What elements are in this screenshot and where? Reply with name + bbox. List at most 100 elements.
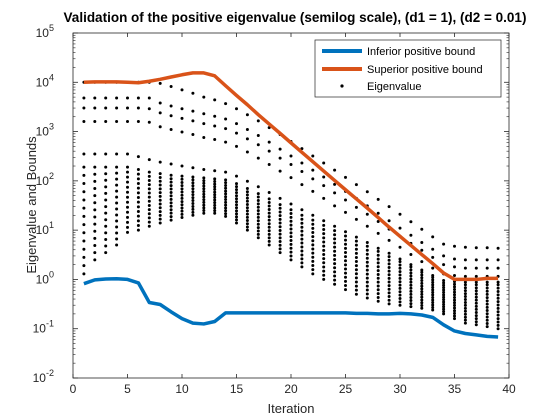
eigenvalue-point [322,261,326,265]
eigenvalue-point [431,298,435,302]
eigenvalue-point [278,210,282,214]
eigenvalue-point [322,219,326,223]
eigenvalue-point [300,229,304,233]
eigenvalue-point [256,212,260,216]
eigenvalue-point [485,296,489,300]
legend-swatch-eigenvalue [340,84,344,88]
y-tick-label: 103 [36,122,54,139]
eigenvalue-point [311,168,315,172]
eigenvalue-point [289,227,293,231]
eigenvalue-point [496,280,500,284]
eigenvalue-point [169,177,173,181]
eigenvalue-point [82,239,86,243]
eigenvalue-point [93,120,97,124]
eigenvalue-point [365,248,369,252]
eigenvalue-point [453,295,456,299]
eigenvalue-point [267,232,271,236]
eigenvalue-point [169,173,173,177]
eigenvalue-point [256,219,260,223]
eigenvalue-point [344,246,347,250]
eigenvalue-point [224,183,228,187]
eigenvalue-point [115,165,119,169]
eigenvalue-point [311,235,315,239]
eigenvalue-point [485,315,489,319]
eigenvalue-point [256,226,260,230]
eigenvalue-point [311,251,315,255]
eigenvalue-point [409,263,413,267]
legend: Inferior positive bound Superior positiv… [314,39,502,98]
eigenvalue-point [420,227,424,231]
legend-label-eigenvalue: Eigenvalue [367,81,421,93]
y-tick-exponent: 4 [49,72,54,82]
eigenvalue-point [289,235,293,239]
x-tick-label: 0 [70,382,77,396]
eigenvalue-point [496,296,500,300]
eigenvalue-point [213,206,217,210]
eigenvalue-point [322,252,326,256]
eigenvalue-point [474,289,478,293]
eigenvalue-point [104,218,108,222]
eigenvalue-point [245,215,249,219]
eigenvalue-point [93,222,97,226]
x-axis-ticks: 0 5 10 15 20 25 30 35 40 [70,33,516,396]
eigenvalue-point [409,302,413,306]
eigenvalue-point [235,206,238,210]
eigenvalue-point [224,200,228,204]
eigenvalue-point [147,174,151,178]
eigenvalue-point [289,202,293,206]
eigenvalue-point [169,190,173,194]
eigenvalue-point [365,268,369,272]
eigenvalue-point [442,283,446,287]
eigenvalue-point [322,184,326,188]
eigenvalue-point [431,308,435,312]
eigenvalue-point [376,219,380,223]
eigenvalue-point [267,208,271,212]
eigenvalue-point [180,190,184,194]
eigenvalue-point [420,298,424,302]
eigenvalue-point [420,290,424,294]
eigenvalue-point [93,215,97,219]
eigenvalue-point [169,162,173,166]
eigenvalue-point [365,244,369,248]
eigenvalue-point [115,106,119,110]
eigenvalue-point [453,244,456,248]
eigenvalue-point [82,198,86,202]
eigenvalue-point [289,254,293,258]
eigenvalue-point [420,241,424,245]
eigenvalue-point [463,321,467,325]
eigenvalue-point [224,102,228,106]
eigenvalue-point [235,107,238,111]
eigenvalue-point [104,211,108,215]
x-tick-label: 15 [230,382,244,396]
eigenvalue-point [311,154,315,158]
eigenvalue-point [311,213,315,217]
eigenvalue-point [213,198,217,202]
eigenvalue-point [354,276,358,280]
eigenvalue-point [463,274,467,278]
eigenvalue-point [300,245,304,249]
eigenvalue-point [365,224,369,228]
eigenvalue-point [463,300,467,304]
eigenvalue-point [82,165,86,169]
eigenvalue-point [158,183,162,187]
eigenvalue-point [354,284,358,288]
eigenvalue-point [333,241,337,245]
eigenvalue-point [104,106,108,110]
eigenvalue-point [474,283,478,287]
eigenvalue-point [93,187,97,191]
eigenvalue-point [344,210,347,214]
eigenvalue-point [104,191,108,195]
eigenvalue-point [267,197,271,201]
eigenvalue-point [398,290,402,294]
eigenvalue-point [278,206,282,210]
eigenvalue-point [376,231,380,235]
eigenvalue-point [202,211,206,215]
eigenvalue-point [191,133,195,137]
eigenvalue-point [267,243,271,247]
eigenvalue-point [376,246,380,250]
eigenvalue-point [202,209,206,213]
eigenvalue-point [158,202,162,206]
eigenvalue-point [474,280,478,284]
eigenvalue-point [104,165,108,169]
eigenvalue-point [93,106,97,110]
